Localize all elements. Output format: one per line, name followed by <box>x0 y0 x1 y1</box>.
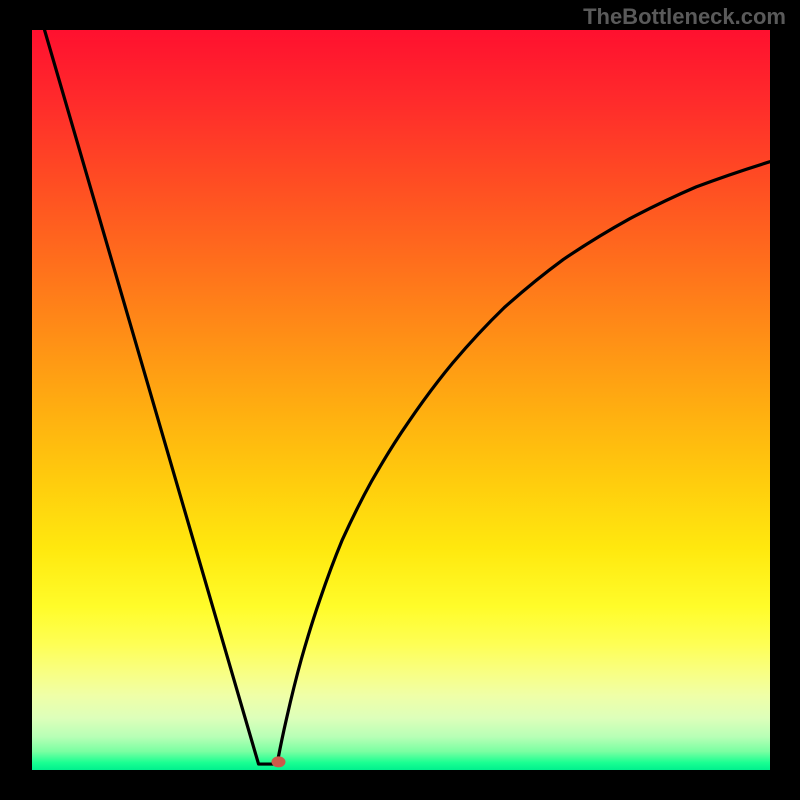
bottleneck-curve <box>45 30 770 764</box>
watermark-text: TheBottleneck.com <box>583 4 786 30</box>
optimum-marker <box>271 756 285 767</box>
curve-layer <box>32 30 770 770</box>
plot-area <box>32 30 770 770</box>
